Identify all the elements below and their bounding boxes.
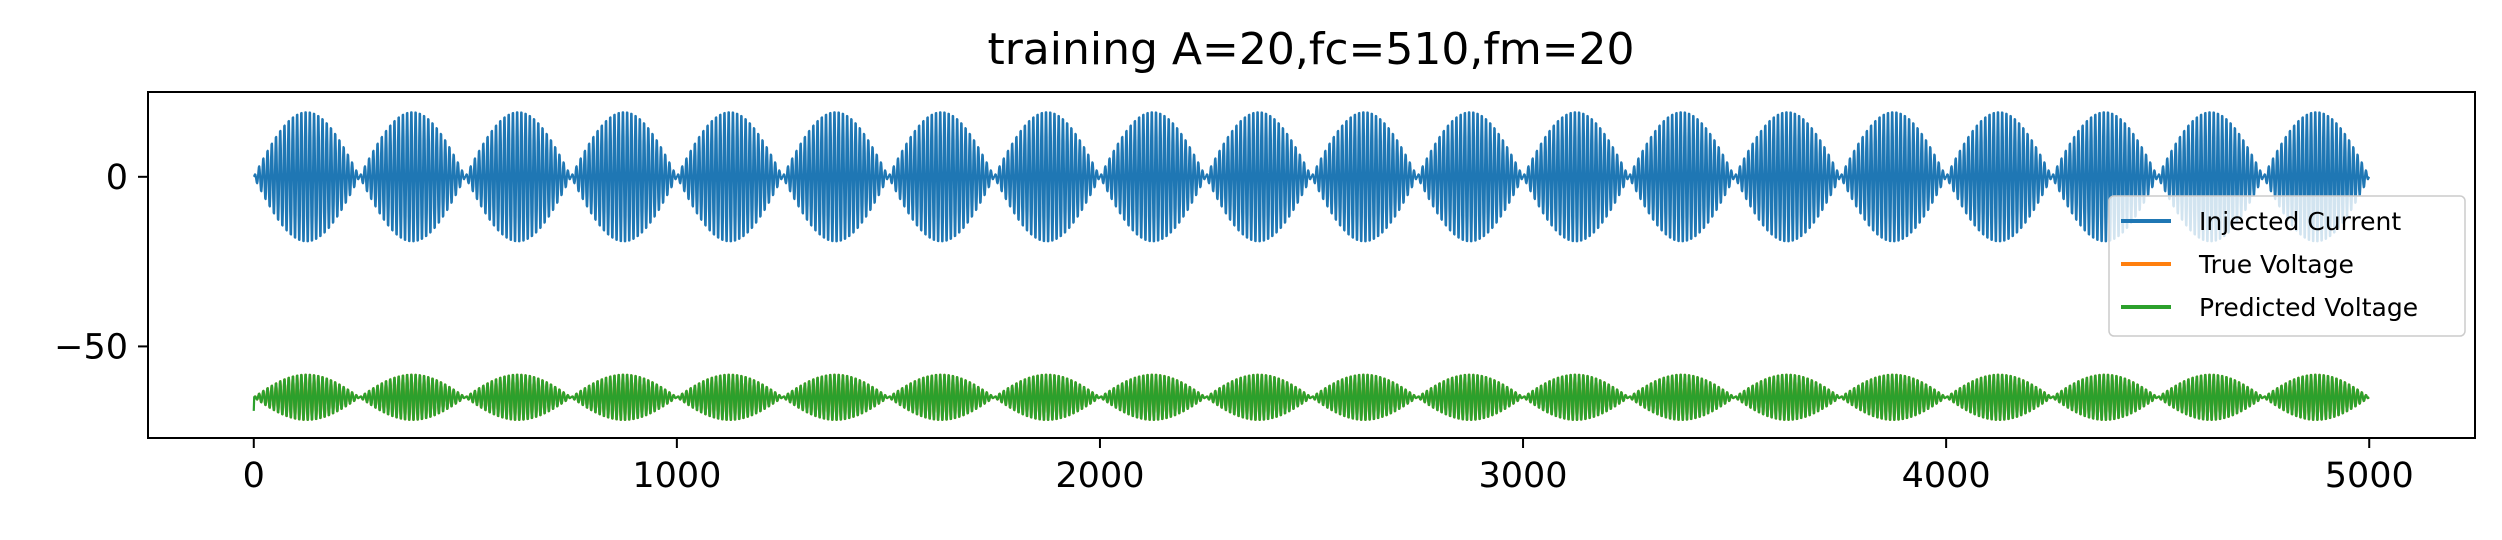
legend-box [2108,195,2466,337]
plot-frame [147,91,2476,439]
x-tick-label: 1000 [632,456,721,496]
legend-label: Injected Current [2199,207,2401,236]
y-tick-label: −50 [54,327,128,367]
x-tick-label: 3000 [1479,456,1568,496]
plot-area [252,111,2371,421]
legend-label: Predicted Voltage [2199,293,2418,322]
y-tick-label: 0 [106,158,128,198]
x-tick-label: 4000 [1902,456,1991,496]
legend: Injected Current True Voltage Predicted Vo… [2108,195,2466,337]
x-tick-label: 0 [243,456,265,496]
x-tick-label: 2000 [1055,456,1144,496]
series-line-injected-current [252,111,2371,243]
legend-label: True Voltage [2198,250,2354,279]
x-tick-label: 5000 [2325,456,2414,496]
axes: 0 1000 2000 3000 4000 5000 0 −50 [54,158,2414,496]
series-line-predicted-voltage [252,373,2370,421]
chart-title: training A=20,fc=510,fm=20 [987,24,1634,75]
